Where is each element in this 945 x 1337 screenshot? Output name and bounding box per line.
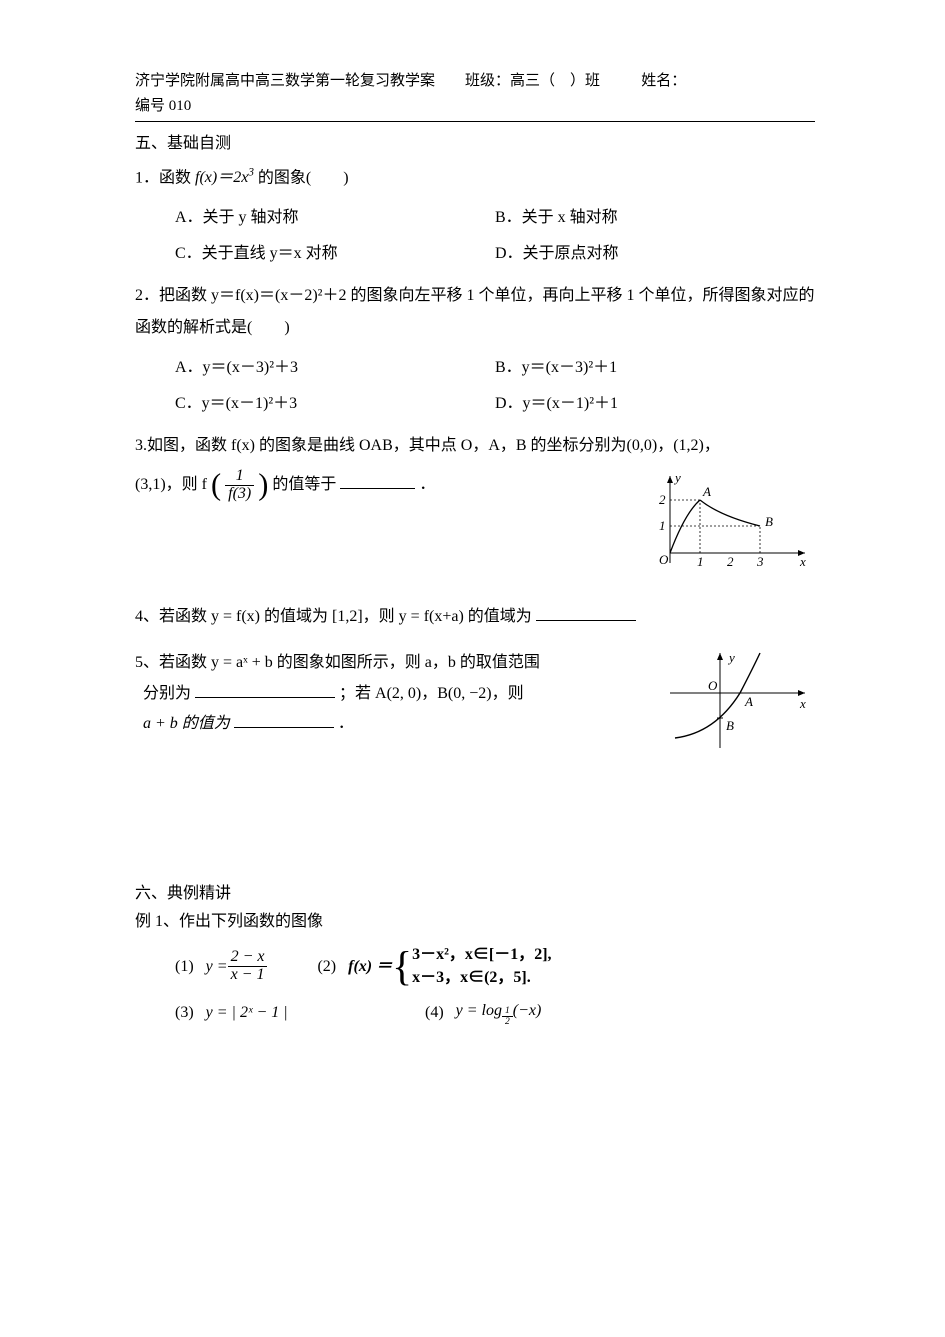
question-2: 2．把函数 y＝f(x)＝(x－2)²＋2 的图象向左平移 1 个单位，再向上平… (135, 280, 815, 344)
ex-item-3: (3) y = | 2ˣ − 1 | (175, 1001, 375, 1025)
question-5-row: 5、若函数 y = aˣ + b 的图象如图所示，则 a，b 的取值范围 分别为… (135, 648, 815, 766)
question-1: 1．函数 f(x)＝2x3 的图象( ) (135, 162, 815, 194)
q5-chart-svg: O A x y B (665, 648, 815, 758)
svg-text:B: B (765, 514, 773, 529)
svg-text:3: 3 (756, 554, 764, 569)
svg-text:O: O (659, 552, 669, 567)
ex4-num: (4) (425, 1001, 444, 1025)
q3-chart-svg: O 1 2 3 1 2 A B x y (645, 468, 815, 578)
ex-row-2: (3) y = | 2ˣ − 1 | (4) y = log12(−x) (175, 999, 815, 1027)
q3-suffix: 的值等于 (272, 476, 336, 493)
question-4: 4、若函数 y = f(x) 的值域为 [1,2]，则 y = f(x+a) 的… (135, 601, 815, 633)
q5-blank1 (195, 681, 335, 698)
q1-stem-func: f(x)＝2x3 (195, 169, 254, 186)
example1-list: (1) y = 2 − x x − 1 (2) f(x) ＝ { 3－x²，x∈… (175, 944, 815, 1027)
ex3-eq: y = | 2ˣ − 1 | (206, 1001, 288, 1025)
q1-stem-suffix: 的图象( ) (258, 169, 349, 186)
ex2-piece1: 3－x²，x∈[－1，2], (412, 944, 551, 966)
q5-l2-mid: ；若 A(2, 0)，B(0, −2)，则 (339, 685, 524, 702)
brace-icon: { (392, 950, 412, 983)
class-label: 班级：高三（ (465, 73, 555, 89)
q1-stem-prefix: 1．函数 (135, 169, 195, 186)
ex4-eq: y = log12(−x) (456, 999, 542, 1027)
ex2-piece2: x－3，x∈(2，5]. (412, 967, 551, 989)
ex2-piecewise: 3－x²，x∈[－1，2], x－3，x∈(2，5]. (412, 944, 551, 989)
example1-title: 例 1、作出下列函数的图像 (135, 910, 815, 934)
svg-text:B: B (726, 718, 734, 733)
right-paren-icon: ) (258, 468, 268, 502)
q5-blank2 (234, 711, 334, 728)
left-paren-icon: ( (211, 468, 221, 502)
question-3-line1: 3.如图，函数 f(x) 的图象是曲线 OAB，其中点 O，A，B 的坐标分别为… (135, 430, 815, 462)
ex2-num: (2) (317, 955, 336, 979)
svg-text:1: 1 (697, 554, 704, 569)
ex-item-4: (4) y = log12(−x) (425, 999, 541, 1027)
name-label: 姓名： (641, 73, 686, 89)
ex2-prefix: f(x) ＝ (348, 955, 392, 979)
q2-option-d: D．y＝(x－1)²＋1 (495, 392, 815, 416)
section6-title: 六、典例精讲 (135, 882, 815, 906)
svg-text:2: 2 (659, 492, 666, 507)
q5-l3-prefix: a + b 的值为 (143, 715, 230, 732)
svg-text:x: x (799, 554, 806, 569)
section5-title: 五、基础自测 (135, 132, 815, 156)
q1-option-a: A．关于 y 轴对称 (175, 206, 495, 230)
ex1-eq-prefix: y = (206, 955, 228, 979)
ex1-fraction: 2 − x x − 1 (228, 949, 268, 984)
ex1-num: (1) (175, 955, 194, 979)
q1-options: A．关于 y 轴对称 B．关于 x 轴对称 C．关于直线 y＝x 对称 D．关于… (175, 200, 815, 272)
svg-text:O: O (708, 678, 718, 693)
svg-text:A: A (702, 484, 711, 499)
question-5-text: 5、若函数 y = aˣ + b 的图象如图所示，则 a，b 的取值范围 分别为… (135, 648, 645, 739)
q2-option-b: B．y＝(x－3)²＋1 (495, 356, 815, 380)
q5-l3-end: ． (338, 715, 354, 732)
svg-text:A: A (744, 694, 753, 709)
page: 济宁学院附属高中高三数学第一轮复习教学案 班级：高三（ ）班 姓名： 编号 01… (0, 0, 945, 1337)
ex-row-1: (1) y = 2 − x x − 1 (2) f(x) ＝ { 3－x²，x∈… (175, 944, 815, 989)
q3-chart: O 1 2 3 1 2 A B x y (645, 468, 815, 586)
q2-options: A．y＝(x－3)²＋3 B．y＝(x－3)²＋1 C．y＝(x－1)²＋3 D… (175, 350, 815, 422)
q1-option-c: C．关于直线 y＝x 对称 (175, 242, 495, 266)
svg-text:1: 1 (659, 518, 666, 533)
q5-l2-prefix: 分别为 (143, 685, 191, 702)
question-3-text: (3,1)，则 f ( 1 f(3) ) 的值等于 ． (135, 468, 625, 503)
header-rule (135, 121, 815, 122)
class-suffix: ）班 (570, 73, 600, 89)
q2-option-c: C．y＝(x－1)²＋3 (175, 392, 495, 416)
q3-blank (340, 472, 415, 489)
q3-prefix: (3,1)，则 f (135, 476, 207, 493)
spacer (135, 766, 815, 876)
svg-text:2: 2 (727, 554, 734, 569)
q4-stem: 4、若函数 y = f(x) 的值域为 [1,2]，则 y = f(x+a) 的… (135, 608, 532, 625)
page-header: 济宁学院附属高中高三数学第一轮复习教学案 班级：高三（ ）班 姓名： (135, 70, 815, 93)
ex-item-2: (2) f(x) ＝ { 3－x²，x∈[－1，2], x－3，x∈(2，5]. (317, 944, 551, 989)
header-title: 济宁学院附属高中高三数学第一轮复习教学案 (135, 73, 435, 89)
header-serial: 编号 010 (135, 95, 815, 118)
svg-text:y: y (673, 470, 681, 485)
q1-option-b: B．关于 x 轴对称 (495, 206, 815, 230)
svg-text:x: x (799, 696, 806, 711)
svg-text:y: y (727, 650, 735, 665)
q2-option-a: A．y＝(x－3)²＋3 (175, 356, 495, 380)
q3-fraction: 1 f(3) (225, 468, 254, 503)
q1-option-d: D．关于原点对称 (495, 242, 815, 266)
q4-blank (536, 604, 636, 621)
ex3-num: (3) (175, 1001, 194, 1025)
q5-l1: 5、若函数 y = aˣ + b 的图象如图所示，则 a，b 的取值范围 (135, 654, 540, 671)
question-3-row: (3,1)，则 f ( 1 f(3) ) 的值等于 ． (135, 468, 815, 586)
q3-end: ． (419, 476, 435, 493)
q5-chart: O A x y B (665, 648, 815, 766)
ex-item-1: (1) y = 2 − x x − 1 (175, 949, 267, 984)
